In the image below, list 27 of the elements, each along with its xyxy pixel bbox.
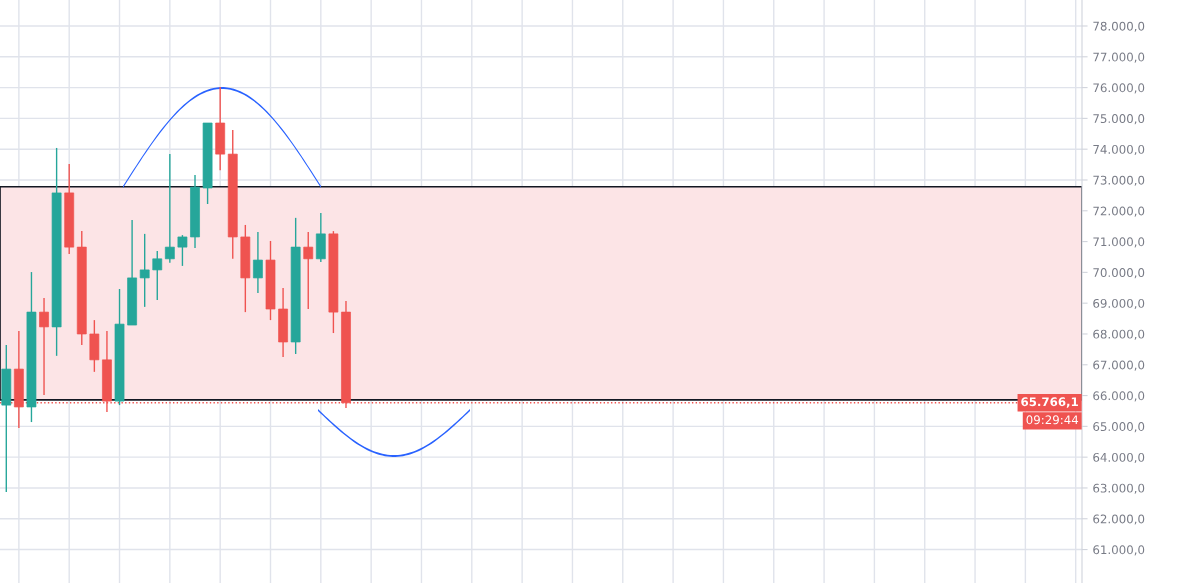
y-tick-label: 63.000,0 (1093, 483, 1145, 494)
y-tick-label: 70.000,0 (1093, 268, 1145, 279)
y-tick-label: 69.000,0 (1093, 298, 1145, 310)
y-tick-label: 68.000,0 (1093, 329, 1145, 340)
y-tick-label: 76.000,0 (1093, 83, 1145, 94)
y-tick-label: 67.000,0 (1093, 360, 1145, 371)
y-tick-label: 71.000,0 (1093, 237, 1145, 248)
y-tick-label: 73.000,0 (1093, 175, 1145, 186)
candlestick (177, 234, 188, 267)
y-tick-label: 72.000,0 (1093, 206, 1145, 217)
y-tick-label: 74.000,0 (1093, 144, 1145, 156)
candlestick (253, 231, 263, 294)
annotation: 09:29:44 (1026, 415, 1079, 425)
y-tick-label: 64.000,0 (1093, 452, 1145, 464)
y-tick-label: 61.000,0 (1093, 545, 1145, 556)
candlestick (164, 153, 175, 264)
y-tick-label: 66.000,0 (1093, 391, 1145, 402)
ref-line-label: 65.766,1 (1021, 397, 1078, 408)
y-tick-label: 78.000,0 (1093, 21, 1145, 32)
y-tick-label: 77.000,0 (1093, 52, 1145, 63)
y-tick-label: 62.000,0 (1093, 514, 1145, 525)
candlestick (39, 297, 49, 396)
candlestick (303, 231, 314, 310)
candlestick (139, 233, 150, 308)
candlestick (152, 250, 163, 301)
y-tick-label: 75.000,0 (1093, 114, 1145, 125)
y-tick-label: 65.000,0 (1093, 422, 1145, 433)
